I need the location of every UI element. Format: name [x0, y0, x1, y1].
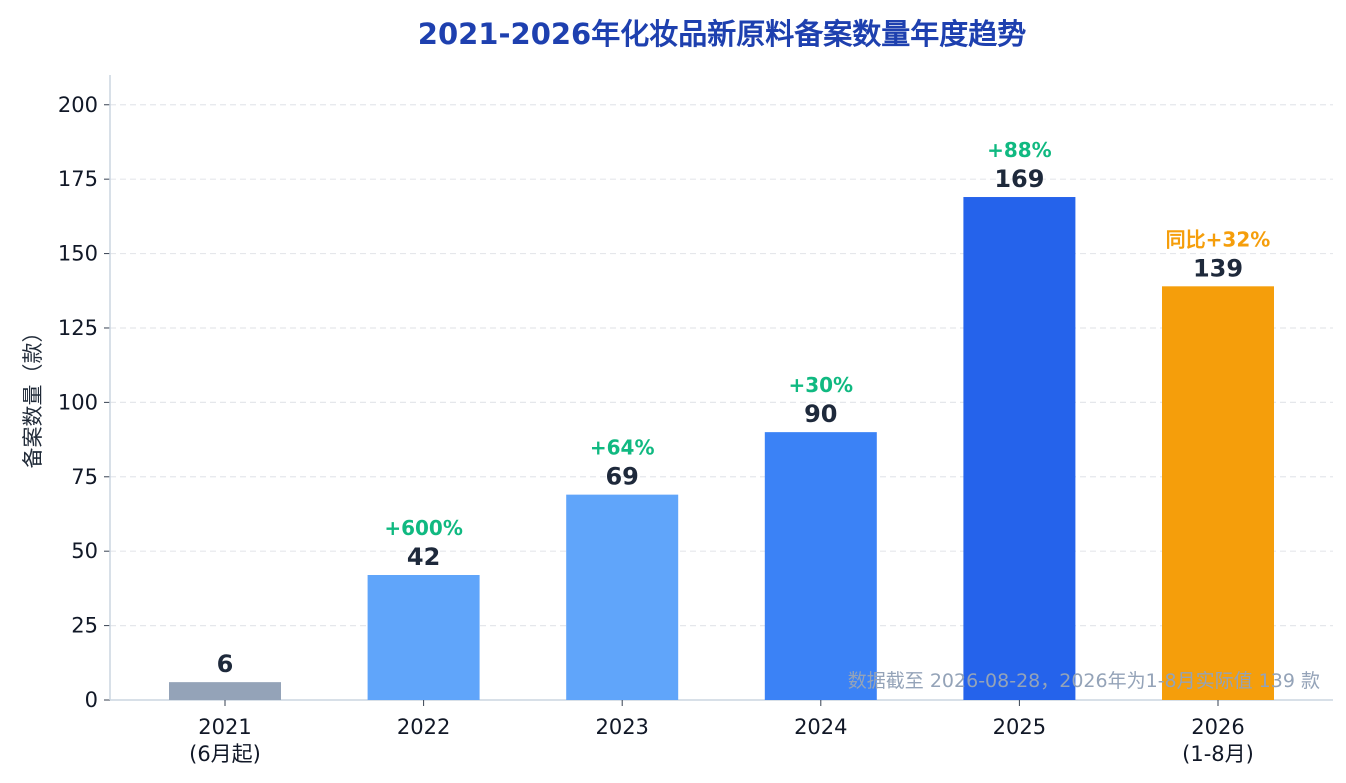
- y-tick-label: 175: [58, 167, 98, 191]
- x-tick-label-2021: 2021: [198, 715, 251, 739]
- growth-label-2024: +30%: [788, 373, 853, 397]
- x-tick-label-2022: 2022: [397, 715, 450, 739]
- bar-2026: [1162, 286, 1274, 700]
- y-tick-label: 25: [71, 614, 98, 638]
- y-tick-label: 100: [58, 390, 98, 414]
- y-tick-label: 150: [58, 242, 98, 266]
- x-tick-sublabel-2026: (1-8月): [1182, 742, 1254, 766]
- y-tick-label: 75: [71, 465, 98, 489]
- bar-2021: [169, 682, 281, 700]
- growth-label-2026: 同比+32%: [1166, 227, 1271, 251]
- growth-label-2022: +600%: [384, 516, 463, 540]
- growth-label-2025: +88%: [987, 138, 1052, 162]
- bar-2025: [963, 197, 1076, 700]
- value-label-2022: 42: [407, 543, 440, 571]
- x-tick-label-2024: 2024: [794, 715, 847, 739]
- growth-labels: +600% +64% +30% +88% 同比+32%: [384, 138, 1270, 540]
- bar-2022: [367, 575, 480, 700]
- y-tick-label: 200: [58, 93, 98, 117]
- growth-label-2023: +64%: [590, 436, 655, 460]
- bar-2024: [764, 432, 877, 700]
- x-tick-label-2025: 2025: [993, 715, 1046, 739]
- footnote: 数据截至 2026-08-28，2026年为1-8月实际值 139 款: [848, 670, 1320, 692]
- value-label-2021: 6: [217, 650, 234, 678]
- grid-lines: [110, 104, 1333, 627]
- y-tick-label: 0: [85, 688, 98, 712]
- y-tick-label: 50: [71, 539, 98, 563]
- value-labels: 6 42 69 90 169 139: [217, 165, 1243, 678]
- x-axis: 2021 (6月起) 2022 2023 2024 2025 2026 (1-8月): [110, 699, 1333, 766]
- bars: [169, 197, 1274, 700]
- x-tick-sublabel-2021: (6月起): [189, 742, 261, 766]
- value-label-2025: 169: [994, 165, 1044, 193]
- bar-2023: [566, 494, 679, 700]
- x-tick-label-2026: 2026: [1191, 715, 1244, 739]
- y-axis: 0 25 50 75 100 125 150 175 200: [58, 75, 111, 712]
- value-label-2026: 139: [1193, 254, 1243, 282]
- y-tick-label: 125: [58, 316, 98, 340]
- x-tick-label-2023: 2023: [595, 715, 648, 739]
- y-axis-label: 备案数量（款）: [21, 322, 45, 469]
- value-label-2023: 69: [605, 463, 638, 491]
- value-label-2024: 90: [804, 400, 837, 428]
- chart-title: 2021-2026年化妆品新原料备案数量年度趋势: [418, 17, 1026, 51]
